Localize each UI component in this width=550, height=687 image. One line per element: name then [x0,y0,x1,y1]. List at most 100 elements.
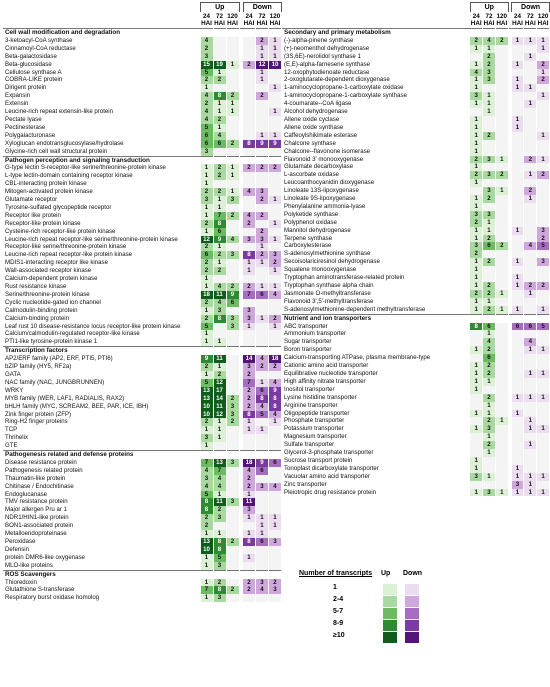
down-cell [255,267,269,276]
header-up-label: Up [200,2,240,12]
down-cell: 3 [243,306,256,315]
up-cell [226,36,240,45]
up-cell [226,530,240,538]
up-cell: 10 [200,402,214,411]
down-cell [511,297,525,306]
header-up-label: Up [469,2,509,12]
up-cell [495,76,509,85]
row-label: Caffeoylshikimate esterase [284,131,358,139]
down-cell: 6 [255,386,269,395]
up-cell: 19 [213,60,227,69]
up-cell: 6 [482,242,496,251]
down-cell [511,155,525,164]
down-cell [255,180,269,189]
down-cell: 1 [255,76,269,85]
heatmap-row: TCP 1 1 1 1 [3,426,282,435]
down-cell: 2 [536,234,550,243]
down-cell: 1 [523,472,538,481]
heatmap-row: Calcium-dependent protein kinase 1 [3,275,282,283]
down-cell [511,441,525,450]
up-cell [470,187,484,196]
up-cell: 1 [470,266,484,275]
row-label: Thrihelix [5,434,29,442]
down-cell [536,218,550,227]
heatmap-row: Defensin 10 8 [3,545,282,554]
up-cell: 1 [200,164,214,173]
down-cell [243,123,256,132]
down-cell [536,100,550,109]
down-cell [268,490,282,499]
heatmap-row: Calcium/calmodulin-regulated receptor-li… [3,330,282,339]
heatmap-row: Ammonium transporter 1 [282,330,550,339]
row-label: MYB family (WER, LAF1, RADIALIS, RAX2) [5,394,125,402]
down-cell: 1 [511,258,525,267]
up-cell [226,243,240,252]
timepoint-label: 72 HAI [213,12,227,29]
heatmap-row: ABC transporter 8 6 6 6 5 [282,322,550,331]
down-cell [243,92,256,101]
heatmap-row: Polyketide synthase 3 3 [282,210,550,219]
down-cell [536,84,550,93]
up-cell: 2 [200,514,214,523]
up-cell: 1 [226,60,240,69]
up-cell: 2 [200,44,214,53]
row-label: Thaumatin-like protein [5,474,66,482]
down-cell: 1 [523,425,538,434]
down-cell [511,195,525,203]
up-cell [482,385,496,394]
legend-range: 2-4 [333,596,344,603]
heatmap-row: Glutathione S-transferase 7 8 2 2 4 3 [3,586,282,595]
up-cell [226,180,240,189]
row-label: Equilibrative nucleotide transporter [284,369,378,377]
timepoint-label: 24 HAI [470,12,484,29]
down-cell: 2 [523,187,538,196]
row-label: Oligopeptide transporter [284,409,350,417]
up-cell [226,370,240,379]
category-header: ROS Scavengers [3,569,282,579]
down-cell [523,362,538,370]
row-label: GATA [5,370,21,378]
up-cell: 8 [200,506,214,515]
up-cell: 4 [200,115,214,124]
heatmap-row: MLO-like proteins 1 3 [3,561,282,571]
row-label: Xyloglucan endotransglucosylase/hydrolas… [5,139,124,147]
down-cell [268,434,282,443]
down-cell: 3 [243,235,256,244]
row-label: (-)-alpha-pinene synthase [284,36,354,44]
right-heatmap-table: Up Down 24 HAI 72 HAI 120 HAI 24 HAI 72 HAI 120 HAI Se… [282,2,550,497]
down-cell [523,226,538,235]
down-cell: 1 [511,409,525,418]
down-cell [243,100,256,109]
down-cell: 2 [268,363,282,371]
heatmap-row: Cysteine-rich receptor-like protein kina… [3,227,282,236]
up-cell: 6 [200,139,214,148]
up-cell [470,108,484,116]
down-cell [511,354,525,363]
category-fill [200,569,214,579]
down-cell: 1 [255,68,269,77]
row-label: GTE [5,442,18,450]
down-cell: 1 [511,123,525,132]
down-cell: 2 [255,227,269,236]
category-fill [255,27,269,37]
down-cell [523,433,538,442]
up-cell [226,131,240,140]
down-cell: 1 [523,36,538,45]
up-cell: 1 [470,163,484,172]
down-cell [255,306,269,315]
row-label: Glycine-rich cell wall structural protei… [5,147,108,155]
down-cell: 1 [536,346,550,355]
down-cell [511,330,525,339]
up-cell: 1 [495,155,509,164]
up-cell [226,84,240,93]
up-cell [226,259,240,268]
category-fill [243,569,256,579]
legend-down-swatch [405,596,419,607]
heatmap-row: protein DMR6-like oxygenase 1 5 1 [3,553,282,562]
up-cell: 15 [200,60,214,69]
heatmap-row: Glutamate decarboxylase 1 [282,163,550,172]
category-fill [243,155,256,165]
down-cell: 2 [536,76,550,85]
row-label: Leucoanthocyanidin dioxygenase [284,179,375,187]
down-cell: 1 [511,76,525,85]
